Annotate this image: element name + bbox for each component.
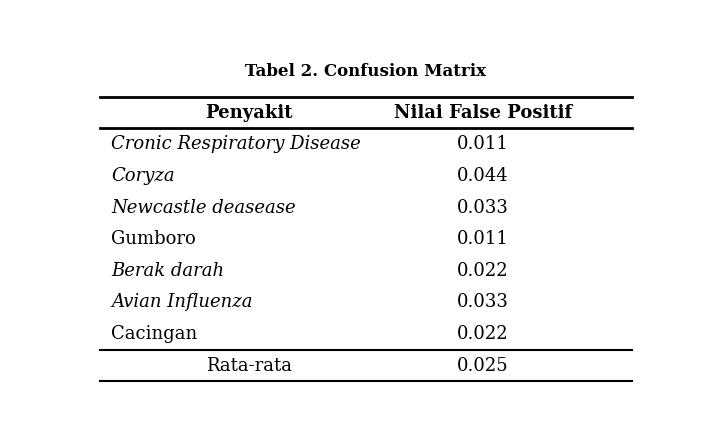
Text: Penyakit: Penyakit bbox=[206, 104, 293, 121]
Text: Newcastle deasease: Newcastle deasease bbox=[111, 198, 296, 216]
Text: Nilai False Positif: Nilai False Positif bbox=[393, 104, 572, 121]
Text: 0.011: 0.011 bbox=[457, 135, 509, 153]
Text: 0.033: 0.033 bbox=[457, 198, 509, 216]
Text: Cronic Respiratory Disease: Cronic Respiratory Disease bbox=[111, 135, 361, 153]
Text: Coryza: Coryza bbox=[111, 167, 175, 185]
Text: Cacingan: Cacingan bbox=[111, 325, 198, 343]
Text: Tabel 2. Confusion Matrix: Tabel 2. Confusion Matrix bbox=[246, 63, 486, 80]
Text: 0.011: 0.011 bbox=[457, 230, 509, 248]
Text: 0.033: 0.033 bbox=[457, 293, 509, 312]
Text: Rata-rata: Rata-rata bbox=[206, 357, 292, 374]
Text: 0.044: 0.044 bbox=[457, 167, 508, 185]
Text: Avian Influenza: Avian Influenza bbox=[111, 293, 253, 312]
Text: 0.022: 0.022 bbox=[457, 262, 508, 280]
Text: Gumboro: Gumboro bbox=[111, 230, 196, 248]
Text: Berak darah: Berak darah bbox=[111, 262, 224, 280]
Text: 0.025: 0.025 bbox=[457, 357, 508, 374]
Text: 0.022: 0.022 bbox=[457, 325, 508, 343]
